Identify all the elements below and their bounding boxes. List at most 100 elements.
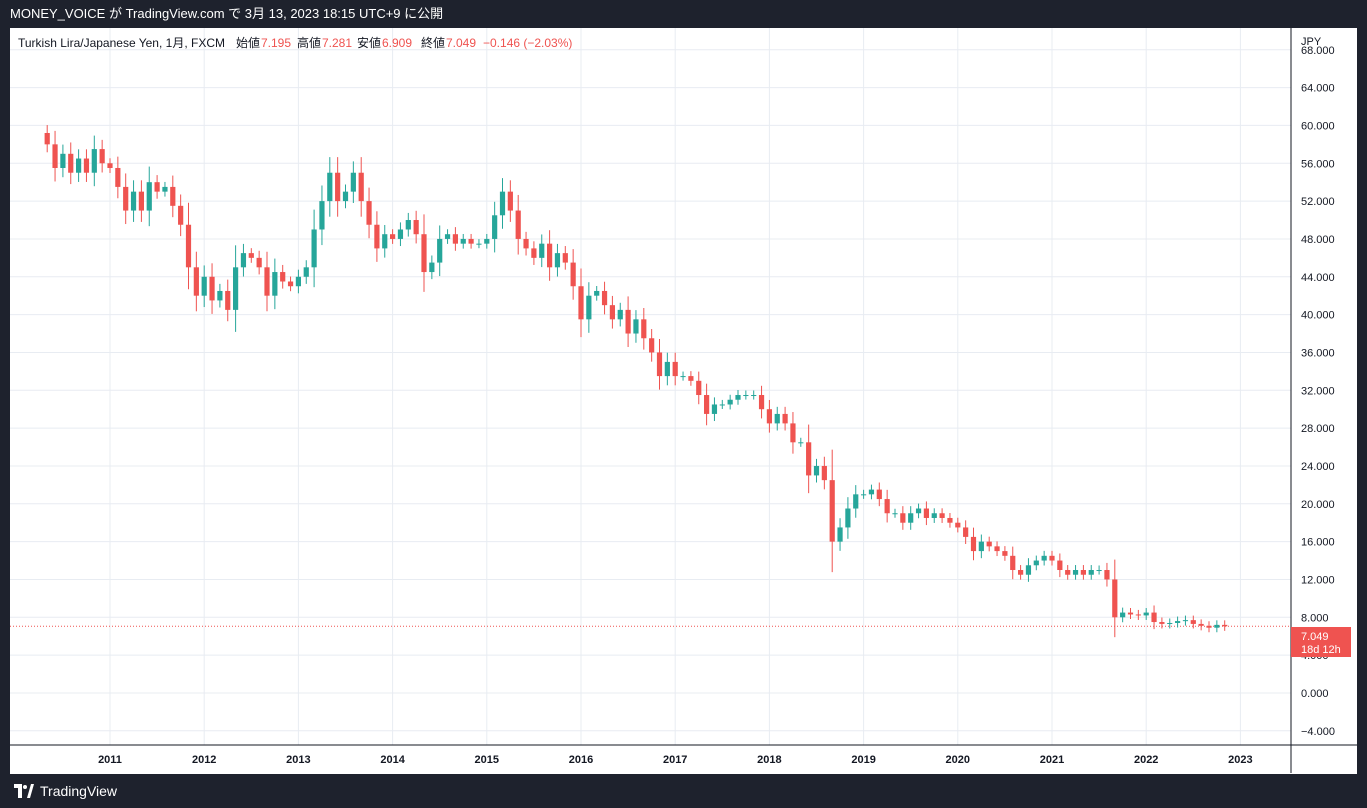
candle-body (1002, 551, 1008, 556)
legend-low-value: 6.909 (382, 36, 412, 50)
candle-body (547, 243, 553, 268)
x-tick-label: 2022 (1134, 754, 1158, 766)
candle-body (798, 442, 804, 444)
y-tick-label: 0.000 (1301, 688, 1329, 700)
y-tick-label: 64.000 (1301, 83, 1335, 95)
candle-body (539, 243, 545, 258)
candle-body (562, 253, 568, 263)
candle-body (1096, 570, 1102, 572)
y-tick-label: 60.000 (1301, 120, 1335, 132)
candle-body (672, 361, 678, 377)
legend-open-label: 始値 (236, 35, 260, 50)
candle-body (240, 253, 247, 268)
candle-body (499, 191, 506, 216)
y-tick-label: 40.000 (1301, 310, 1335, 322)
candle-body (1049, 555, 1055, 561)
candlestick-chart[interactable]: 68.000 64.000 60.000 56.000 52.000 48.000 44.0… (10, 28, 1357, 774)
candle-body (1104, 570, 1110, 580)
candle-body (688, 376, 694, 381)
candle-body (107, 163, 113, 168)
candle-body (617, 309, 623, 320)
x-tick-label: 2017 (663, 754, 687, 766)
y-axis-unit: JPY (1301, 36, 1322, 48)
y-tick-label: 24.000 (1301, 461, 1335, 473)
legend-close-value: 7.049 (446, 36, 476, 50)
y-tick-label: 48.000 (1301, 234, 1335, 246)
candle-body (1214, 624, 1220, 628)
candle-body (170, 186, 176, 206)
candle-body (625, 309, 631, 334)
candle-body (1065, 570, 1071, 575)
candle-body (1080, 570, 1086, 575)
candle-body (1198, 623, 1204, 626)
candle-body (1033, 560, 1039, 566)
candle-body (390, 234, 396, 239)
candle-body (1175, 621, 1181, 623)
candle-body (397, 229, 404, 239)
publish-line: MONEY_VOICE が TradingView.com で 3月 13, 2… (0, 0, 1367, 28)
x-tick-label: 2011 (98, 754, 122, 766)
candle-body (444, 234, 451, 239)
candle-body (99, 149, 105, 164)
candle-body (1143, 612, 1149, 616)
chart-area[interactable]: 68.000 64.000 60.000 56.000 52.000 48.000 44.0… (10, 28, 1357, 774)
candle-body (225, 290, 231, 310)
candle-body (711, 404, 718, 414)
candle-body (955, 522, 961, 528)
candle-body (578, 286, 584, 320)
legend-low-label: 安値 (357, 35, 381, 50)
candle-body (1088, 570, 1094, 575)
y-tick-label: 52.000 (1301, 196, 1335, 208)
legend-open-value: 7.195 (261, 36, 291, 50)
candle-body (986, 541, 992, 547)
candle-body (758, 395, 765, 410)
candle-body (162, 186, 168, 192)
candle-body (319, 201, 325, 230)
candle-body (743, 395, 749, 397)
candle-body (900, 513, 906, 523)
candle-body (484, 238, 490, 244)
candle-body (947, 517, 953, 523)
candle-body (1018, 570, 1024, 575)
candle-body (460, 238, 466, 244)
candle-body (837, 527, 843, 542)
candle-body (523, 238, 529, 249)
candle-body (280, 272, 286, 282)
candle-body (994, 546, 1000, 552)
candle-body (437, 238, 443, 263)
y-tick-label: 20.000 (1301, 499, 1335, 511)
candle-body (76, 158, 82, 173)
candle-body (696, 380, 702, 396)
axes: 68.000 64.000 60.000 56.000 52.000 48.000 44.0… (10, 28, 1357, 773)
candle-body (884, 499, 890, 514)
candle-body (601, 290, 608, 306)
grid-lines (10, 28, 1291, 745)
candle-body (664, 361, 670, 377)
candle-body (806, 442, 812, 476)
candle-body (185, 224, 192, 268)
candle-body (429, 262, 435, 273)
candle-body (52, 144, 58, 168)
candle-body (68, 153, 74, 173)
candle-body (44, 132, 50, 145)
candle-body (570, 262, 576, 287)
candle-body (374, 224, 380, 249)
candle-body (468, 238, 474, 244)
candle-body (727, 399, 733, 405)
candle-body (853, 494, 859, 509)
candle-body (217, 290, 223, 301)
legend-close-label: 終値 (421, 35, 445, 50)
candle-body (751, 395, 757, 397)
candle-body (861, 494, 867, 496)
candle-body (554, 253, 561, 268)
candle-body (60, 153, 66, 168)
candle-body (970, 536, 977, 552)
candle-body (609, 305, 615, 320)
candle-body (311, 229, 317, 268)
candle-body (193, 267, 199, 296)
candle-body (1112, 579, 1118, 618)
candle-body (1182, 620, 1189, 622)
candle-body (342, 191, 349, 202)
candle-body (295, 276, 301, 287)
y-tick-label: 28.000 (1301, 423, 1335, 435)
